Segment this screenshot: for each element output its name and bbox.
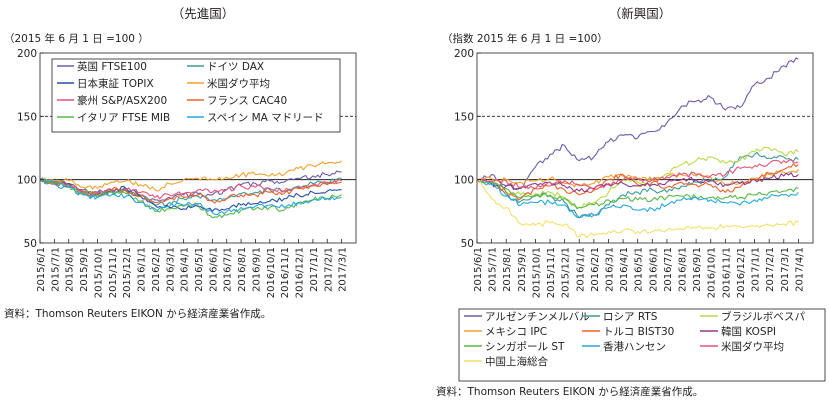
legend-label: イタリア FTSE MIB xyxy=(77,112,170,124)
x-tick-label: 2017/1/1 xyxy=(309,247,320,292)
x-tick-label: 2017/1/1 xyxy=(751,247,762,292)
y-tick-label: 150 xyxy=(17,111,37,123)
legend-label: アルゼンチンメルバル xyxy=(485,311,590,323)
legend-label: 米国ダウ平均 xyxy=(721,340,784,353)
series-line xyxy=(476,163,799,201)
x-tick-label: 2017/3/1 xyxy=(338,247,349,292)
source-note-right: 資料：Thomson Reuters EIKON から経済産業省作成。 xyxy=(436,386,704,398)
x-tick-label: 2016/12/1 xyxy=(736,247,747,298)
x-tick-label: 2015/9/1 xyxy=(79,247,90,292)
series-line xyxy=(39,178,342,204)
legend-label: 日本東証 TOPIX xyxy=(77,77,154,90)
x-tick-label: 2016/9/1 xyxy=(251,247,262,292)
y-axis-label: （指数 2015 年 6 月 1 日 =100） xyxy=(442,32,608,45)
x-tick-label: 2015/11/1 xyxy=(546,247,557,298)
x-tick-label: 2015/10/1 xyxy=(93,247,104,298)
legend-label: ドイツ DAX xyxy=(207,61,264,73)
series-line xyxy=(476,179,799,210)
x-tick-label: 2016/9/1 xyxy=(692,247,703,292)
series-line xyxy=(476,151,799,219)
x-tick-label: 2015/6/1 xyxy=(473,247,484,292)
legend-label: メキシコ IPC xyxy=(485,326,547,338)
source-note-left: 資料：Thomson Reuters EIKON から経済産業省作成。 xyxy=(4,308,272,320)
series-line xyxy=(39,170,342,202)
legend-label: 韓国 KOSPI xyxy=(721,326,776,338)
series-line xyxy=(476,57,799,191)
legend-box xyxy=(458,308,826,382)
x-tick-label: 2015/8/1 xyxy=(65,247,76,292)
chart-title: （新興国） xyxy=(609,6,672,21)
y-tick-label: 50 xyxy=(24,238,37,250)
legend-label: ブラジルボベスパ xyxy=(721,310,805,323)
legend-label: 豪州 S&P/ASX200 xyxy=(77,94,167,107)
x-tick-label: 2017/2/1 xyxy=(765,247,776,292)
legend-label: 中国上海総合 xyxy=(485,355,548,368)
series-line xyxy=(39,178,342,216)
x-tick-label: 2016/12/1 xyxy=(295,247,306,298)
legend-label: 英国 FTSE100 xyxy=(77,60,147,73)
x-tick-label: 2015/7/1 xyxy=(50,247,61,292)
x-tick-label: 2015/8/1 xyxy=(502,247,513,292)
x-tick-label: 2016/5/1 xyxy=(634,247,645,292)
series-line xyxy=(476,172,799,193)
x-tick-label: 2015/6/1 xyxy=(36,247,47,292)
legend-label: 米国ダウ平均 xyxy=(207,77,270,90)
x-tick-label: 2016/3/1 xyxy=(604,247,615,292)
x-tick-label: 2016/2/1 xyxy=(590,247,601,292)
x-tick-label: 2016/6/1 xyxy=(208,247,219,292)
y-tick-label: 100 xyxy=(454,175,474,187)
x-tick-label: 2016/1/1 xyxy=(575,247,586,292)
legend-label: フランス CAC40 xyxy=(207,95,287,107)
y-tick-label: 200 xyxy=(17,48,37,60)
x-tick-label: 2015/12/1 xyxy=(122,247,133,298)
legend-label: スペイン MA マドリード xyxy=(207,112,324,124)
x-tick-label: 2017/2/1 xyxy=(323,247,334,292)
x-tick-label: 2015/7/1 xyxy=(488,247,499,292)
x-tick-label: 2015/9/1 xyxy=(517,247,528,292)
y-tick-label: 200 xyxy=(454,48,474,60)
series-line xyxy=(39,178,342,200)
x-tick-label: 2017/4/1 xyxy=(794,247,805,292)
x-tick-label: 2015/12/1 xyxy=(561,247,572,298)
x-tick-label: 2016/11/1 xyxy=(721,247,732,298)
plot-frame xyxy=(476,52,814,244)
x-tick-label: 2016/4/1 xyxy=(619,247,630,292)
legend-label: トルコ BIST30 xyxy=(603,326,674,338)
x-tick-label: 2016/7/1 xyxy=(223,247,234,292)
x-tick-label: 2015/11/1 xyxy=(108,247,119,298)
x-tick-label: 2016/8/1 xyxy=(237,247,248,292)
chart-title: （先進国） xyxy=(172,6,235,21)
x-tick-label: 2016/7/1 xyxy=(663,247,674,292)
series-line xyxy=(39,160,342,192)
legend-label: シンガポール ST xyxy=(485,341,565,353)
x-tick-label: 2016/5/1 xyxy=(194,247,205,292)
x-tick-label: 2016/6/1 xyxy=(648,247,659,292)
y-tick-label: 100 xyxy=(17,175,37,187)
x-tick-label: 2016/10/1 xyxy=(707,247,718,298)
x-tick-label: 2016/8/1 xyxy=(678,247,689,292)
x-tick-label: 2016/3/1 xyxy=(165,247,176,292)
legend-box xyxy=(51,58,341,133)
y-axis-label: （2015 年 6 月 1 日 =100 ） xyxy=(4,32,149,45)
legend-label: ロシア RTS xyxy=(603,311,658,323)
x-tick-label: 2016/1/1 xyxy=(137,247,148,292)
x-tick-label: 2017/3/1 xyxy=(780,247,791,292)
series-line xyxy=(476,158,799,191)
series-line xyxy=(476,178,799,219)
x-tick-label: 2016/2/1 xyxy=(151,247,162,292)
y-tick-label: 50 xyxy=(461,238,474,250)
legend-label: 香港ハンセン xyxy=(603,341,666,353)
x-tick-label: 2016/10/1 xyxy=(266,247,277,298)
y-tick-label: 150 xyxy=(454,111,474,123)
series-line xyxy=(476,179,799,239)
x-tick-label: 2016/11/1 xyxy=(280,247,291,298)
x-tick-label: 2016/4/1 xyxy=(180,247,191,292)
x-tick-label: 2015/10/1 xyxy=(531,247,542,298)
